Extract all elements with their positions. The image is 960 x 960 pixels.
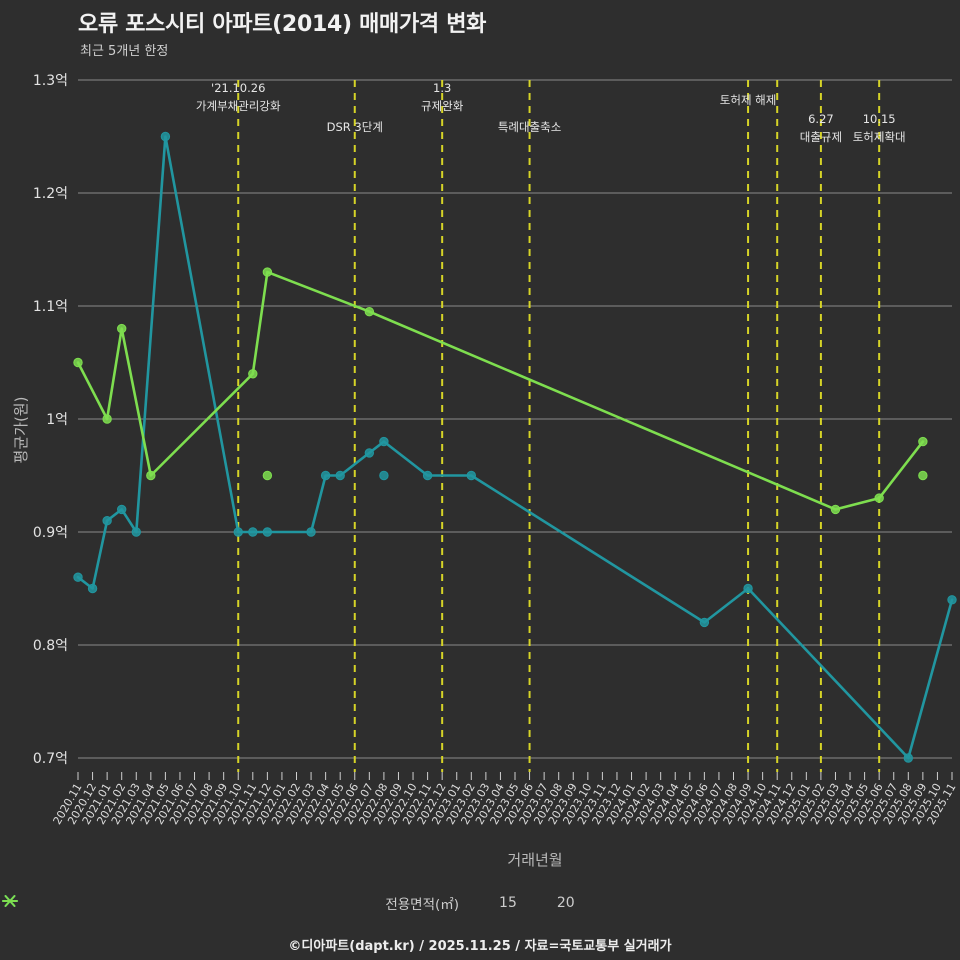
x-axis-title: 거래년월: [507, 851, 562, 869]
series-point-15: [117, 504, 127, 515]
policy-name-label: 규제완화: [421, 99, 464, 113]
legend-label-20: 20: [556, 895, 575, 911]
policy-name-label: 특례대출축소: [498, 120, 561, 134]
y-axis-tick-label: 1억: [46, 412, 68, 428]
policy-date-label: 1.3: [433, 81, 451, 95]
y-axis-tick-label: 1.1억: [33, 299, 68, 315]
series-point-20: [73, 357, 83, 368]
policy-vertical-lines-group: [237, 80, 881, 772]
series-point-20: [102, 414, 112, 424]
policy-date-label: '21.10.26: [211, 81, 265, 95]
series-markers-group: [73, 131, 957, 763]
series-point-20: [248, 369, 258, 379]
footer-credit: ©디아파트(dapt.kr) / 2025.11.25 / 자료=국토교통부 실…: [288, 939, 672, 954]
gridlines-group: [78, 79, 952, 759]
series-point-20: [918, 436, 928, 447]
x-axis-ticks-group: [77, 772, 953, 780]
y-axis-tick-label: 0.8억: [33, 638, 68, 654]
y-axis-labels-group: 0.7억 0.8억 0.9억 1억 1.1억 1.2억 1.3억: [33, 73, 68, 767]
series-point-20: [364, 306, 375, 317]
series-point-15: [335, 470, 345, 481]
legend-marker-20: [2, 895, 547, 911]
series-point-15: [364, 448, 375, 458]
price-line-chart: 0.7억 0.8억 0.9억 1억 1.1억 1.2억 1.3억 '21.10.26 가계부채…: [12, 73, 959, 869]
policy-name-label: 토허제 해제: [720, 93, 777, 107]
series-point-15: [160, 131, 171, 142]
series-point-15: [248, 527, 258, 537]
legend-title: 전용면적(㎡): [385, 897, 460, 913]
series-line-20: [76, 270, 925, 511]
series-point-20: [918, 470, 928, 481]
policy-name-label: DSR 3단계: [327, 120, 383, 134]
policy-name-label: 가계부채관리강화: [196, 99, 281, 113]
legend-label-15: 15: [499, 895, 517, 911]
series-point-20: [830, 504, 841, 515]
x-axis-labels-group: 2020.112020.122021.012021.022021.032021.…: [51, 781, 959, 827]
policy-name-label: 대출규제: [800, 130, 842, 144]
y-axis-tick-label: 0.9억: [33, 525, 68, 541]
series-point-15: [320, 470, 331, 481]
series-point-15: [87, 583, 98, 594]
policy-date-label: 10.15: [863, 112, 896, 126]
y-axis-tick-label: 0.7억: [33, 751, 68, 767]
page-subtitle: 최근 5개년 한정: [80, 44, 169, 59]
page-title: 오류 포스시티 아파트(2014) 매매가격 변화: [78, 12, 487, 37]
y-axis-title: 평균가(원): [12, 397, 30, 464]
series-point-15: [466, 470, 476, 481]
series-point-15: [422, 470, 433, 481]
series-point-20: [117, 323, 127, 334]
series-point-15: [131, 527, 141, 537]
legend: 전용면적(㎡) 15 20: [0, 893, 960, 913]
series-point-15: [379, 470, 389, 481]
policy-name-label: 토허제확대: [853, 130, 906, 144]
series-point-15: [699, 617, 710, 628]
legend-marker-15: [2, 895, 489, 911]
series-point-15: [262, 527, 273, 537]
series-point-15: [73, 572, 83, 582]
series-point-15: [743, 583, 753, 594]
policy-date-label: 6.27: [808, 112, 834, 126]
series-point-15: [947, 595, 957, 605]
series-point-15: [903, 753, 913, 763]
y-axis-tick-label: 1.3억: [33, 73, 68, 89]
series-point-15: [306, 527, 316, 537]
series-point-15: [233, 527, 243, 537]
series-point-15: [379, 436, 389, 447]
series-point-20: [146, 470, 156, 481]
series-point-15: [102, 516, 112, 526]
series-point-20: [874, 493, 884, 503]
series-point-20: [262, 267, 273, 277]
series-point-20: [262, 470, 273, 481]
y-axis-tick-label: 1.2억: [33, 186, 68, 202]
